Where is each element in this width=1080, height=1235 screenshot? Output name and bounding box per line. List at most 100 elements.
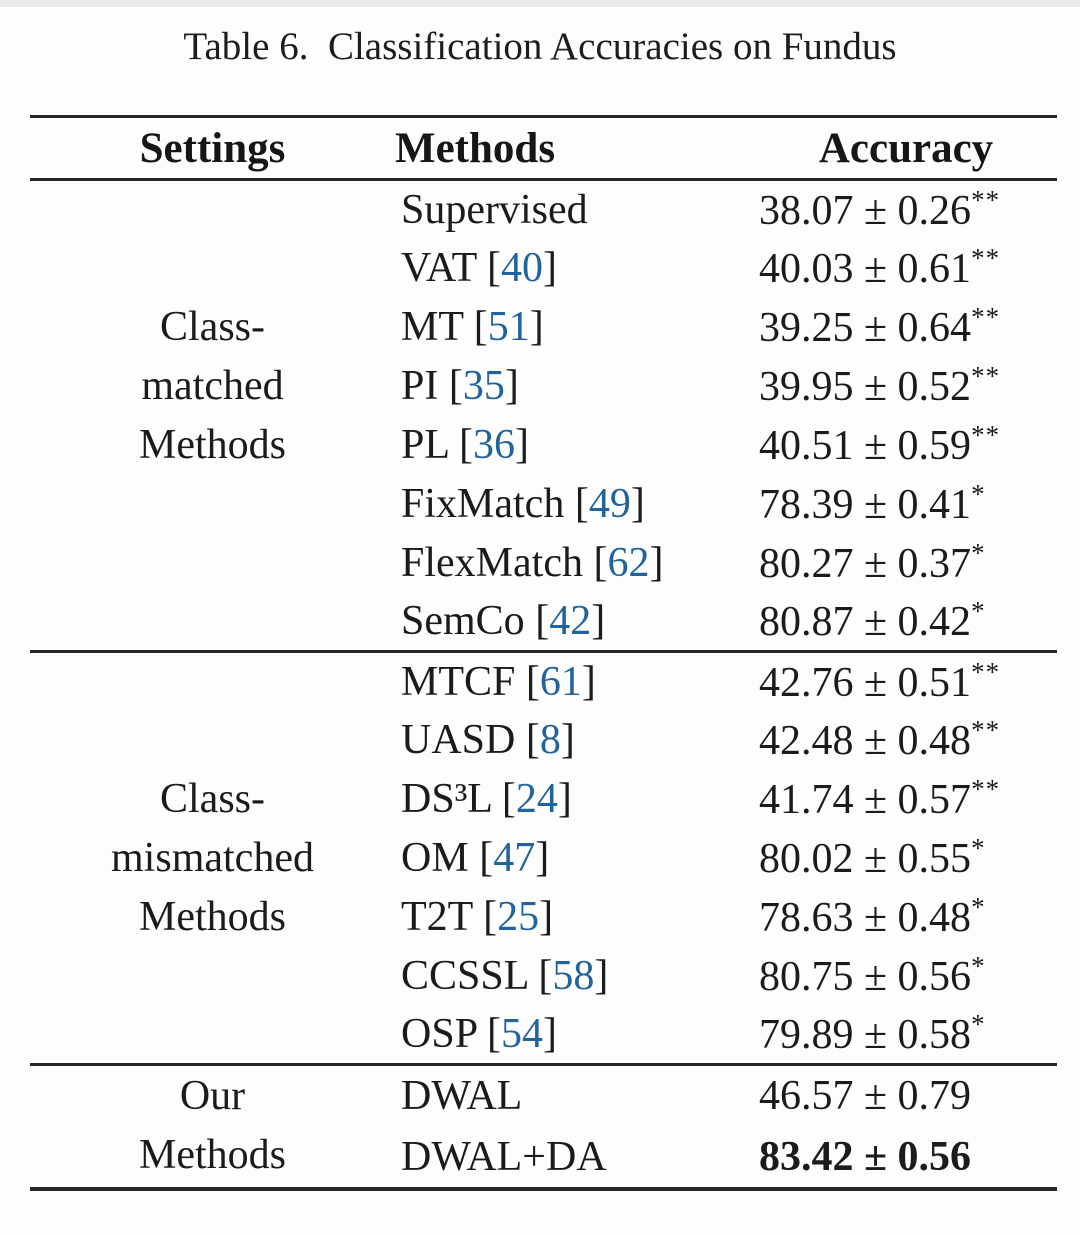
accuracy-value: 46.57 ± 0.79: [755, 1065, 1057, 1127]
accuracy-number: 78.63 ± 0.48: [759, 895, 972, 941]
method-name: PI: [401, 363, 439, 409]
significance-marker: **: [971, 243, 1001, 273]
citation-link[interactable]: 8: [539, 717, 561, 763]
method-name: PL: [401, 422, 449, 468]
settings-group-label: Our Methods: [30, 1065, 395, 1189]
accuracy-number: 46.57 ± 0.79: [759, 1073, 972, 1120]
settings-lines: Class-matched Methods: [30, 298, 395, 475]
accuracy-value: 80.27 ± 0.37*: [755, 534, 1057, 593]
method-name: DS³L: [401, 776, 492, 822]
table-row: Class-matched Methods Supervised 38.07 ± 0.…: [30, 180, 1057, 468]
settings-line: mismatched: [111, 834, 314, 881]
accuracy-number: 40.03 ± 0.61: [759, 246, 972, 292]
method-name: DWAL: [401, 1073, 523, 1120]
method-name: CCSSL: [401, 953, 528, 999]
settings-line: Our: [179, 1073, 246, 1120]
accuracy-value: 80.02 ± 0.55*: [755, 829, 1057, 888]
method-cell: PI [35]: [401, 363, 519, 409]
citation-link[interactable]: 47: [493, 835, 536, 881]
method-name: VAT: [401, 245, 477, 291]
citation-link[interactable]: 40: [501, 245, 543, 291]
accuracy-value: 42.76 ± 0.51**: [755, 652, 1057, 711]
citation-link[interactable]: 54: [501, 1011, 543, 1058]
accuracy-number: 80.75 ± 0.56: [759, 954, 972, 1000]
citation-link[interactable]: 25: [497, 894, 540, 940]
significance-marker: *: [971, 951, 986, 981]
significance-marker: **: [971, 184, 1001, 215]
scan-edge-artifact: [0, 0, 1080, 7]
table-row: MT [51] 39.25 ± 0.64**: [30, 298, 1057, 357]
table-row: FlexMatch [62] 80.27 ± 0.37*: [30, 534, 1057, 593]
column-header-settings: Settings: [139, 124, 286, 172]
method-name: OM: [401, 835, 469, 881]
method-cell: UASD [8]: [401, 717, 575, 763]
column-header-methods: Methods: [395, 124, 556, 172]
citation-link[interactable]: 51: [487, 304, 530, 350]
citation-link[interactable]: 24: [515, 776, 558, 822]
significance-marker: **: [971, 302, 1001, 332]
table-row: PL [36] 40.51 ± 0.59**: [30, 416, 1057, 475]
citation-link[interactable]: 58: [552, 953, 595, 999]
citation-link[interactable]: 35: [462, 363, 505, 409]
method-cell: OM [47]: [401, 835, 550, 881]
table-row: T2T [25] 78.63 ± 0.48*: [30, 888, 1057, 947]
column-header-accuracy: Accuracy: [818, 124, 994, 172]
accuracy-number: 83.42 ± 0.56: [759, 1133, 972, 1180]
method-cell: T2T [25]: [401, 894, 554, 940]
method-cell: SemCo [42]: [401, 598, 606, 645]
results-table: Settings Methods Accuracy Class-matched M…: [30, 115, 1057, 1191]
table-row: OM [47] 80.02 ± 0.55*: [30, 829, 1057, 888]
table-row: OSP [54] 79.89 ± 0.58*: [30, 1006, 1057, 1065]
method-cell: DWAL+DA: [395, 1127, 755, 1189]
citation-link[interactable]: 62: [607, 540, 650, 586]
table-row: CCSSL [58] 80.75 ± 0.56*: [30, 947, 1057, 1006]
method-name: MT: [401, 304, 464, 350]
method-cell: OSP [54]: [401, 1011, 557, 1058]
settings-group: Class-mismatched Methods MTCF [61] 42.76 ± …: [30, 651, 1057, 1065]
method-name: FixMatch: [401, 481, 565, 527]
accuracy-value: 80.75 ± 0.56*: [755, 947, 1057, 1006]
table-caption: Table 6. Classification Accuracies on Fu…: [183, 25, 897, 68]
table-row: DWAL+DA 83.42 ± 0.56: [30, 1127, 1057, 1189]
significance-marker: *: [971, 833, 986, 863]
table-row: FixMatch [49] 78.39 ± 0.41*: [30, 475, 1057, 534]
accuracy-value: 83.42 ± 0.56: [755, 1127, 1057, 1189]
settings-line: Methods: [139, 422, 286, 468]
significance-marker: **: [971, 774, 1001, 804]
settings-line: matched: [141, 363, 284, 409]
table-row: Our Methods DWAL 46.57 ± 0.79: [30, 1065, 1057, 1178]
accuracy-number: 42.48 ± 0.48: [759, 718, 972, 764]
accuracy-value: 39.95 ± 0.52**: [755, 357, 1057, 416]
paper-page: Table 6. Classification Accuracies on Fu…: [0, 24, 1080, 1191]
method-name: OSP: [401, 1011, 477, 1058]
settings-group: Class-matched Methods Supervised 38.07 ± 0.…: [30, 180, 1057, 652]
method-name: FlexMatch: [401, 540, 583, 586]
table-row: DS³L [24] 41.74 ± 0.57**: [30, 770, 1057, 829]
citation-link[interactable]: 61: [539, 658, 582, 705]
accuracy-number: 80.02 ± 0.55: [759, 836, 972, 882]
method-cell: Supervised: [395, 180, 755, 239]
accuracy-value: 40.51 ± 0.59**: [755, 416, 1057, 475]
significance-marker: *: [971, 892, 986, 922]
settings-line: Class-: [160, 775, 265, 822]
header-row: Settings Methods Accuracy: [30, 116, 1057, 180]
table-row: VAT [40] 40.03 ± 0.61**: [30, 239, 1057, 298]
table-row: UASD [8] 42.48 ± 0.48**: [30, 711, 1057, 770]
method-name: MTCF: [401, 658, 516, 705]
significance-marker: *: [971, 479, 986, 509]
accuracy-number: 80.87 ± 0.42: [759, 599, 972, 646]
accuracy-value: 78.39 ± 0.41*: [755, 475, 1057, 534]
method-cell: MTCF [61]: [401, 658, 596, 705]
citation-link[interactable]: 42: [549, 598, 592, 645]
accuracy-value: 79.89 ± 0.58*: [755, 1006, 1057, 1065]
accuracy-number: 80.27 ± 0.37: [759, 541, 972, 587]
accuracy-value: 38.07 ± 0.26**: [755, 180, 1057, 239]
significance-marker: **: [971, 361, 1001, 391]
method-name: SemCo: [401, 598, 525, 645]
method-cell: MT [51]: [401, 304, 544, 350]
method-cell: FlexMatch [62]: [401, 540, 664, 586]
citation-link[interactable]: 49: [588, 481, 631, 527]
significance-marker: **: [971, 656, 1001, 687]
accuracy-value: 40.03 ± 0.61**: [755, 239, 1057, 298]
citation-link[interactable]: 36: [472, 422, 515, 468]
